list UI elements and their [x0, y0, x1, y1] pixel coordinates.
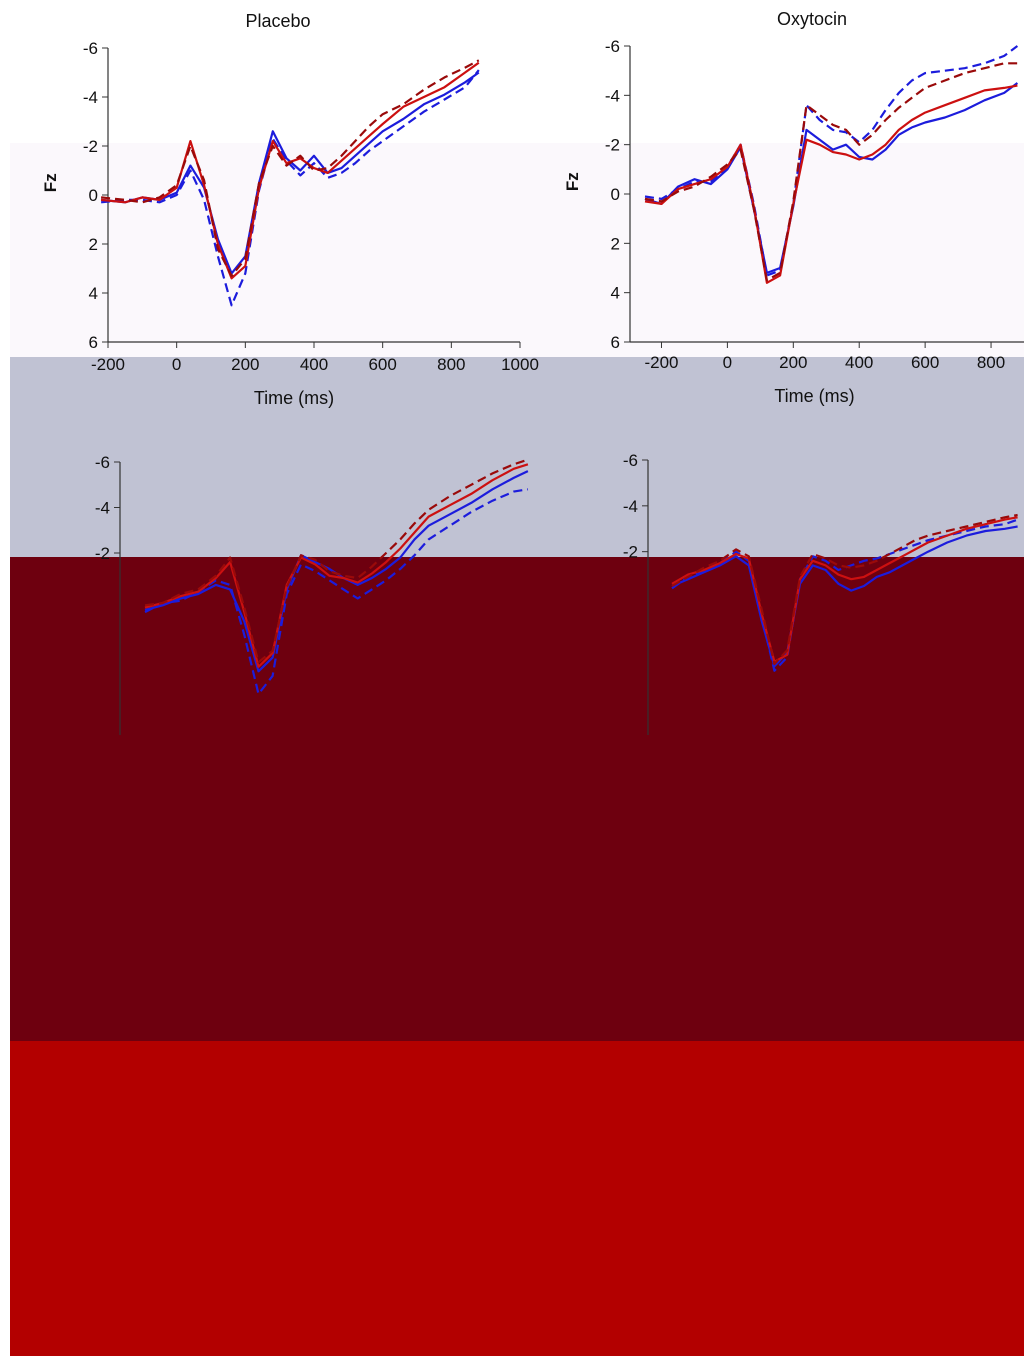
y-tick-label: -6: [623, 451, 638, 470]
y-tick-label: -2: [83, 137, 98, 156]
y-tick-label: -6: [605, 37, 620, 56]
panel-title-oxytocin: Oxytocin: [777, 9, 847, 29]
x-tick-label: 200: [231, 355, 259, 374]
series-line-1: [644, 82, 1019, 274]
x-tick-label: 600: [911, 353, 939, 372]
y-tick-label: 6: [89, 333, 98, 352]
y-tick-label: 2: [89, 235, 98, 254]
series-line-2: [644, 45, 1019, 277]
y-tick-label: -2: [623, 543, 638, 562]
series-line-4: [644, 62, 1018, 282]
y-tick-label: -2: [605, 136, 620, 155]
series-line-1: [144, 470, 529, 673]
series-line-3: [644, 84, 1018, 284]
x-tick-label: 800: [977, 353, 1005, 372]
tint-band-maroon: [10, 557, 1024, 1041]
x-axis-label: Time (ms): [254, 388, 334, 408]
y-axis-label: Fz: [41, 173, 60, 192]
x-tick-label: 800: [437, 355, 465, 374]
series-line-1: [100, 71, 480, 275]
y-tick-label: 4: [89, 284, 98, 303]
tint-band-grey: [10, 357, 1024, 557]
x-tick-label: -200: [91, 355, 125, 374]
series-line-3: [144, 463, 529, 668]
series-line-2: [100, 69, 480, 307]
y-tick-label: -4: [83, 88, 98, 107]
y-tick-label: -6: [95, 453, 110, 472]
panel-title-placebo: Placebo: [245, 11, 310, 31]
x-tick-label: 400: [845, 353, 873, 372]
series-line-4: [671, 513, 1018, 666]
x-tick-label: 200: [779, 353, 807, 372]
y-tick-label: -2: [95, 544, 110, 563]
y-tick-label: -4: [623, 497, 638, 516]
series-line-4: [144, 458, 529, 664]
x-axis-label: Time (ms): [774, 386, 854, 406]
x-tick-label: 0: [172, 355, 181, 374]
series-line-1: [671, 525, 1018, 668]
y-tick-label: -6: [83, 39, 98, 58]
x-tick-label: -200: [644, 353, 678, 372]
series-line-2: [144, 488, 529, 696]
x-tick-label: 0: [723, 353, 732, 372]
x-tick-label: 400: [300, 355, 328, 374]
y-tick-label: 0: [89, 186, 98, 205]
x-tick-label: 600: [368, 355, 396, 374]
x-tick-label: 1000: [501, 355, 539, 374]
series-line-4: [100, 59, 480, 277]
tint-band-red: [10, 1041, 1024, 1356]
y-tick-label: -4: [95, 499, 110, 518]
y-axis-label: Fz: [563, 172, 582, 191]
y-tick-label: -4: [605, 86, 620, 105]
series-line-3: [100, 61, 480, 280]
y-tick-label: 4: [611, 284, 620, 303]
series-line-3: [671, 516, 1018, 663]
y-tick-label: 6: [611, 333, 620, 352]
y-tick-label: 2: [611, 234, 620, 253]
y-tick-label: 0: [611, 185, 620, 204]
series-line-2: [671, 518, 1018, 672]
